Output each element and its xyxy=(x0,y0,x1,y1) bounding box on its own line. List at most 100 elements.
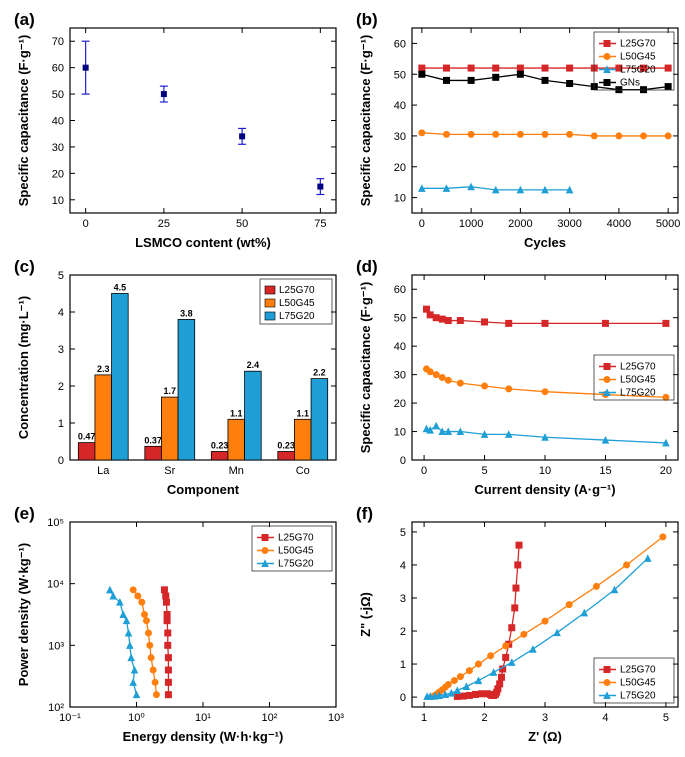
panel-e: (e) 10⁻¹10⁰10¹10²10³10²10³10⁴10⁵Energy d… xyxy=(8,502,350,749)
svg-text:L50G45: L50G45 xyxy=(279,298,315,309)
svg-text:3000: 3000 xyxy=(557,218,581,230)
svg-text:4: 4 xyxy=(602,712,608,724)
svg-text:5000: 5000 xyxy=(656,218,680,230)
svg-text:2: 2 xyxy=(481,712,487,724)
svg-text:GNs: GNs xyxy=(620,78,640,89)
svg-text:10³: 10³ xyxy=(328,712,344,724)
panel-b: (b) 010002000300040005000102030405060Cyc… xyxy=(350,8,685,255)
svg-text:70: 70 xyxy=(52,36,64,48)
svg-text:1.7: 1.7 xyxy=(163,386,176,396)
chart-a: 025507510203040506070LSMCO content (wt%)… xyxy=(12,12,346,255)
svg-text:1.1: 1.1 xyxy=(230,408,243,418)
svg-text:60: 60 xyxy=(394,38,406,50)
svg-text:Specific capacitance (F·g⁻¹): Specific capacitance (F·g⁻¹) xyxy=(16,35,31,207)
svg-text:40: 40 xyxy=(394,100,406,112)
svg-text:10: 10 xyxy=(394,193,406,205)
panel-d-label: (d) xyxy=(356,257,378,277)
chart-f: 12345012345Z' (Ω)Z" (-jΩ)L25G70L50G45L75… xyxy=(354,506,685,749)
svg-text:0: 0 xyxy=(419,218,425,230)
svg-text:0: 0 xyxy=(83,218,89,230)
svg-text:Component: Component xyxy=(167,482,240,497)
svg-text:10²: 10² xyxy=(48,702,64,714)
svg-text:L75G20: L75G20 xyxy=(620,388,656,399)
svg-text:5: 5 xyxy=(663,712,669,724)
svg-text:2.4: 2.4 xyxy=(247,360,260,370)
svg-text:10: 10 xyxy=(539,465,551,477)
svg-text:L75G20: L75G20 xyxy=(620,65,656,76)
svg-text:40: 40 xyxy=(52,116,64,128)
svg-text:0: 0 xyxy=(400,455,406,467)
svg-text:10³: 10³ xyxy=(48,640,64,652)
svg-text:2.3: 2.3 xyxy=(97,364,110,374)
svg-text:L50G45: L50G45 xyxy=(620,52,656,63)
svg-text:10⁴: 10⁴ xyxy=(47,579,64,591)
svg-text:0: 0 xyxy=(58,455,64,467)
panel-e-label: (e) xyxy=(14,504,35,524)
panel-c: (c) 012345ComponentConcentration (mg·L⁻¹… xyxy=(8,255,350,502)
svg-text:1: 1 xyxy=(58,418,64,430)
svg-text:L25G70: L25G70 xyxy=(620,362,656,373)
svg-text:1: 1 xyxy=(400,659,406,671)
svg-text:3.8: 3.8 xyxy=(180,308,193,318)
svg-text:20: 20 xyxy=(660,465,672,477)
panel-f-label: (f) xyxy=(356,504,373,524)
svg-text:La: La xyxy=(97,465,110,477)
svg-text:1: 1 xyxy=(421,712,427,724)
svg-text:25: 25 xyxy=(158,218,170,230)
svg-text:15: 15 xyxy=(599,465,611,477)
svg-text:Specific capacitance (F·g⁻¹): Specific capacitance (F·g⁻¹) xyxy=(358,35,373,207)
svg-text:Z' (Ω): Z' (Ω) xyxy=(528,729,562,744)
svg-text:20: 20 xyxy=(52,168,64,180)
svg-text:3: 3 xyxy=(58,344,64,356)
svg-text:L50G45: L50G45 xyxy=(278,546,314,557)
svg-text:3: 3 xyxy=(400,593,406,605)
svg-text:50: 50 xyxy=(52,89,64,101)
svg-text:L25G70: L25G70 xyxy=(620,665,656,676)
svg-text:4000: 4000 xyxy=(607,218,631,230)
svg-text:60: 60 xyxy=(52,63,64,75)
svg-text:Power density (W·kg⁻¹): Power density (W·kg⁻¹) xyxy=(16,543,31,686)
panel-a-label: (a) xyxy=(14,10,35,30)
svg-text:LSMCO content (wt%): LSMCO content (wt%) xyxy=(135,235,271,250)
svg-text:L25G70: L25G70 xyxy=(278,533,314,544)
svg-text:2: 2 xyxy=(58,381,64,393)
svg-text:L75G20: L75G20 xyxy=(279,311,315,322)
svg-text:Concentration (mg·L⁻¹): Concentration (mg·L⁻¹) xyxy=(16,296,31,439)
svg-text:2: 2 xyxy=(400,626,406,638)
svg-text:50: 50 xyxy=(394,69,406,81)
svg-text:60: 60 xyxy=(394,284,406,296)
svg-text:1.1: 1.1 xyxy=(296,408,309,418)
svg-text:Co: Co xyxy=(296,465,310,477)
svg-text:10²: 10² xyxy=(262,712,278,724)
svg-text:3: 3 xyxy=(542,712,548,724)
svg-text:Mn: Mn xyxy=(229,465,244,477)
svg-text:4.5: 4.5 xyxy=(114,283,127,293)
chart-c: 012345ComponentConcentration (mg·L⁻¹)LaS… xyxy=(12,259,346,502)
svg-text:10⁰: 10⁰ xyxy=(128,712,145,724)
panel-b-label: (b) xyxy=(356,10,378,30)
figure-grid: (a) 025507510203040506070LSMCO content (… xyxy=(8,8,677,749)
svg-text:Cycles: Cycles xyxy=(524,235,566,250)
chart-d: 051015200102030405060Current density (A·… xyxy=(354,259,685,502)
svg-text:5: 5 xyxy=(481,465,487,477)
svg-text:30: 30 xyxy=(52,142,64,154)
svg-text:30: 30 xyxy=(394,131,406,143)
svg-text:0: 0 xyxy=(421,465,427,477)
chart-b: 010002000300040005000102030405060CyclesS… xyxy=(354,12,685,255)
svg-text:L75G20: L75G20 xyxy=(620,691,656,702)
svg-text:L75G20: L75G20 xyxy=(278,559,314,570)
svg-text:Energy density (W·h·kg⁻¹): Energy density (W·h·kg⁻¹) xyxy=(123,729,284,744)
svg-text:L25G70: L25G70 xyxy=(620,39,656,50)
panel-c-label: (c) xyxy=(14,257,35,277)
chart-e: 10⁻¹10⁰10¹10²10³10²10³10⁴10⁵Energy densi… xyxy=(12,506,346,749)
svg-text:30: 30 xyxy=(394,370,406,382)
svg-text:Z" (-jΩ): Z" (-jΩ) xyxy=(358,592,373,637)
svg-text:10¹: 10¹ xyxy=(195,712,211,724)
svg-text:0: 0 xyxy=(400,692,406,704)
panel-f: (f) 12345012345Z' (Ω)Z" (-jΩ)L25G70L50G4… xyxy=(350,502,685,749)
svg-text:4: 4 xyxy=(58,307,64,319)
panel-a: (a) 025507510203040506070LSMCO content (… xyxy=(8,8,350,255)
svg-text:0.23: 0.23 xyxy=(277,440,295,450)
svg-text:Current density (A·g⁻¹): Current density (A·g⁻¹) xyxy=(474,482,615,497)
svg-text:75: 75 xyxy=(314,218,326,230)
